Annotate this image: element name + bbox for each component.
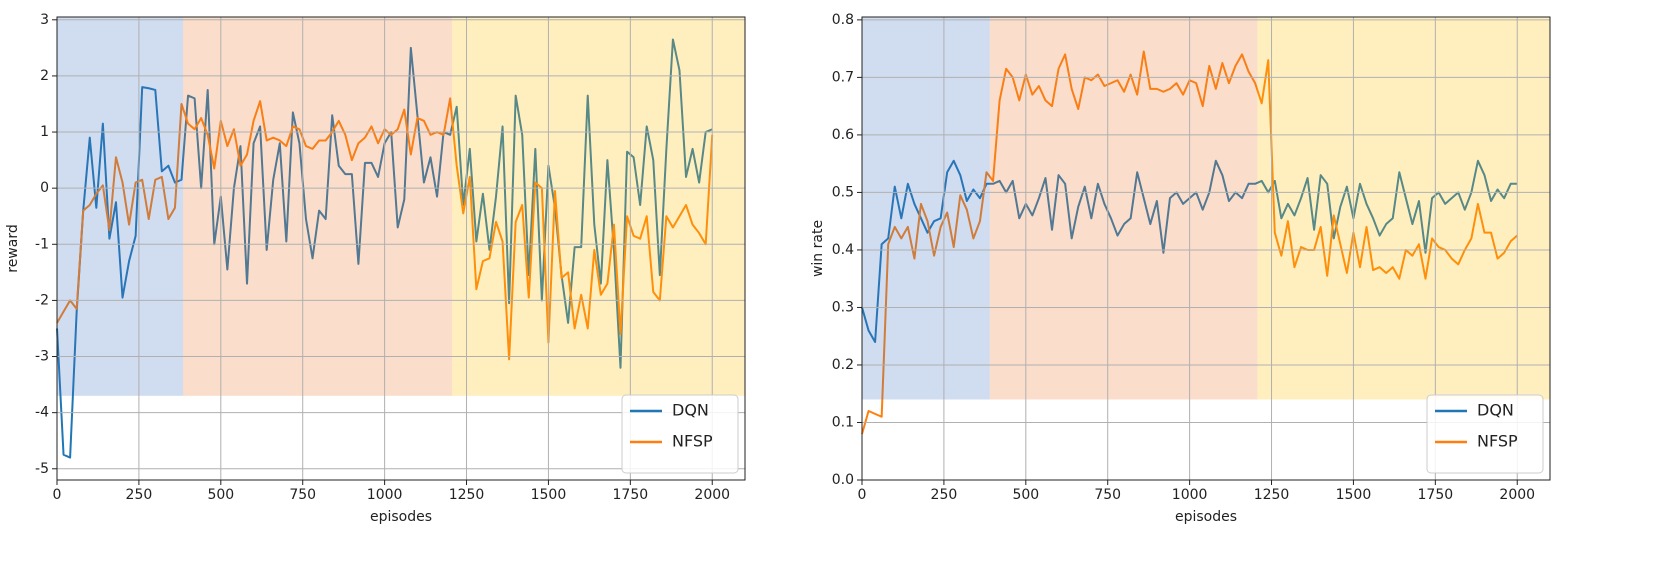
x-axis-label: episodes xyxy=(370,509,432,525)
x-tick-label: 1500 xyxy=(531,487,567,503)
x-tick-label: 750 xyxy=(289,487,316,503)
y-tick-label: 0.4 xyxy=(832,242,854,258)
x-tick-label: 250 xyxy=(931,487,958,503)
legend-label: NFSP xyxy=(1477,432,1518,451)
plot-frame xyxy=(56,16,746,481)
y-tick-label: 1 xyxy=(40,124,49,140)
x-tick-label: 2000 xyxy=(1499,487,1535,503)
x-tick-label: 250 xyxy=(126,487,153,503)
y-tick-label: -5 xyxy=(35,461,49,477)
y-tick-label: 0.6 xyxy=(832,127,854,143)
phase-region xyxy=(989,17,1258,400)
y-axis-label: win rate xyxy=(810,220,826,277)
x-tick-label: 1250 xyxy=(1254,487,1290,503)
x-tick-label: 1750 xyxy=(613,487,649,503)
x-tick-label: 1750 xyxy=(1418,487,1454,503)
y-tick-label: 3 xyxy=(40,12,49,28)
phase-region xyxy=(1257,17,1550,400)
subplot: 0 250 500 750 1000 1250 1500 1750 2000 0.0 0.1 0.2 0… xyxy=(810,12,1551,525)
y-tick-label: 0.3 xyxy=(832,299,854,315)
x-tick-label: 750 xyxy=(1094,487,1121,503)
phase-region xyxy=(862,17,990,400)
legend-box xyxy=(1426,394,1544,474)
x-tick-label: 0 xyxy=(53,487,62,503)
y-tick-label: -1 xyxy=(35,236,49,252)
legend-box xyxy=(621,394,739,474)
x-tick-label: 0 xyxy=(858,487,867,503)
plot-frame xyxy=(861,16,1551,481)
y-tick-label: 0.8 xyxy=(832,12,854,28)
y-tick-label: -3 xyxy=(35,349,49,365)
legend: DQN NFSP xyxy=(621,394,739,474)
y-tick-label: 0.5 xyxy=(832,184,854,200)
phase-region xyxy=(452,17,745,396)
x-axis-label: episodes xyxy=(1175,509,1237,525)
x-tick-label: 1000 xyxy=(367,487,403,503)
legend: DQN NFSP xyxy=(1426,394,1544,474)
x-tick-label: 1250 xyxy=(449,487,485,503)
y-tick-label: 2 xyxy=(40,68,49,84)
subplot: 0 250 500 750 1000 1250 1500 1750 2000 -5 -4 -3 -2 -1… xyxy=(5,12,746,525)
legend-label: DQN xyxy=(672,401,709,420)
legend-label: NFSP xyxy=(672,432,713,451)
x-tick-label: 500 xyxy=(207,487,234,503)
y-tick-label: -2 xyxy=(35,292,49,308)
phase-region xyxy=(183,17,453,396)
x-tick-label: 500 xyxy=(1012,487,1039,503)
phase-region xyxy=(57,17,184,396)
y-tick-label: 0 xyxy=(40,180,49,196)
x-tick-label: 1000 xyxy=(1172,487,1208,503)
y-tick-label: 0.1 xyxy=(832,414,854,430)
y-tick-label: 0.0 xyxy=(832,472,854,488)
x-tick-label: 1500 xyxy=(1336,487,1372,503)
y-tick-label: 0.2 xyxy=(832,357,854,373)
y-tick-label: 0.7 xyxy=(832,69,854,85)
x-tick-label: 2000 xyxy=(694,487,730,503)
legend-label: DQN xyxy=(1477,401,1514,420)
y-tick-label: -4 xyxy=(35,405,49,421)
y-axis-label: reward xyxy=(5,224,21,273)
